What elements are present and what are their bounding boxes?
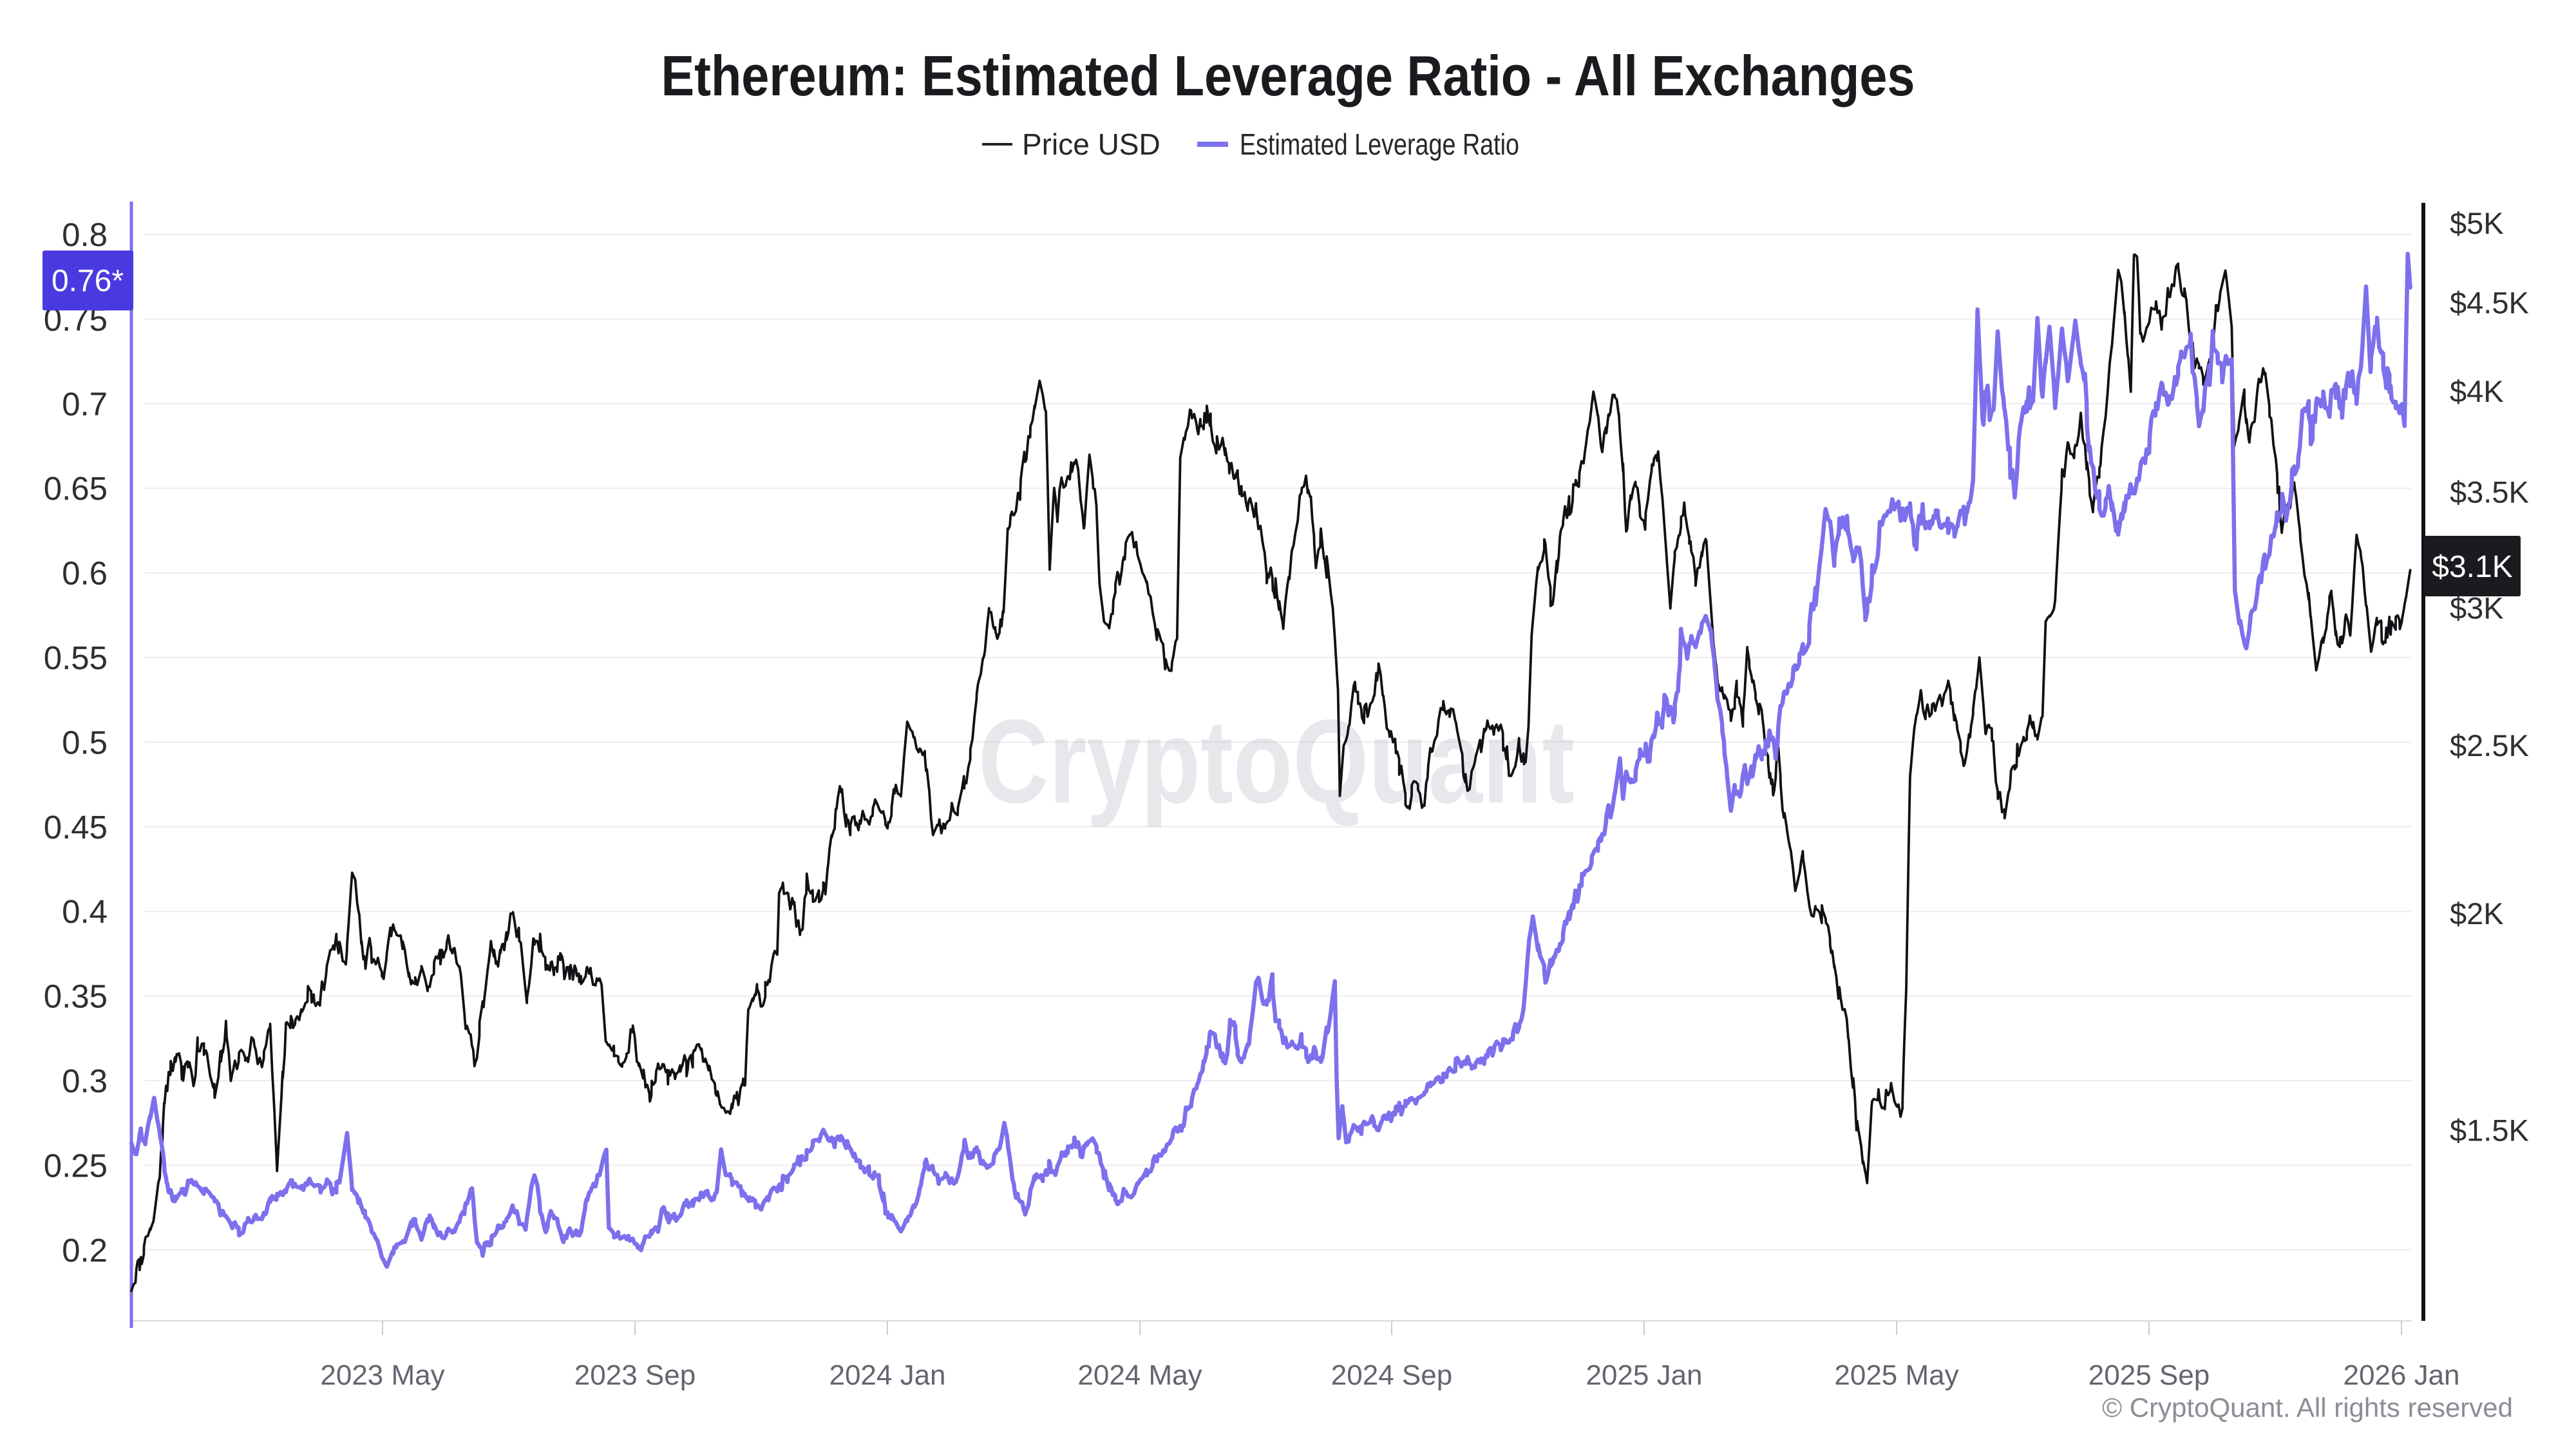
svg-text:0.2: 0.2 xyxy=(62,1232,108,1269)
svg-text:2023 Sep: 2023 Sep xyxy=(574,1359,696,1391)
svg-text:0.55: 0.55 xyxy=(44,639,108,676)
svg-text:2024 May: 2024 May xyxy=(1077,1359,1202,1391)
svg-text:2023 May: 2023 May xyxy=(320,1359,444,1391)
svg-text:0.7: 0.7 xyxy=(62,386,108,422)
svg-text:$2.5K: $2.5K xyxy=(2450,728,2529,762)
svg-text:© CryptoQuant. All rights rese: © CryptoQuant. All rights reserved xyxy=(2102,1392,2513,1423)
svg-text:$3K: $3K xyxy=(2450,591,2504,625)
svg-text:$3.1K: $3.1K xyxy=(2432,550,2512,584)
svg-text:2026 Jan: 2026 Jan xyxy=(2343,1359,2459,1391)
svg-text:0.5: 0.5 xyxy=(62,724,108,761)
svg-text:$4K: $4K xyxy=(2450,374,2504,408)
svg-text:Ethereum: Estimated Leverage R: Ethereum: Estimated Leverage Ratio - All… xyxy=(661,44,1915,108)
svg-text:$3.5K: $3.5K xyxy=(2450,475,2529,509)
svg-text:0.45: 0.45 xyxy=(44,809,108,846)
svg-text:$2K: $2K xyxy=(2450,896,2504,931)
svg-text:0.3: 0.3 xyxy=(62,1063,108,1099)
svg-text:0.65: 0.65 xyxy=(44,470,108,507)
svg-text:2025 Sep: 2025 Sep xyxy=(2088,1359,2210,1391)
svg-text:$4.5K: $4.5K xyxy=(2450,285,2529,319)
svg-text:0.76*: 0.76* xyxy=(52,264,124,298)
svg-text:0.8: 0.8 xyxy=(62,216,108,253)
svg-text:Price USD: Price USD xyxy=(1022,128,1160,161)
svg-text:$1.5K: $1.5K xyxy=(2450,1113,2529,1148)
svg-text:0.25: 0.25 xyxy=(44,1147,108,1184)
svg-text:Estimated Leverage Ratio: Estimated Leverage Ratio xyxy=(1240,128,1519,161)
svg-text:0.35: 0.35 xyxy=(44,978,108,1015)
svg-text:2025 May: 2025 May xyxy=(1834,1359,1958,1391)
svg-text:2024 Jan: 2024 Jan xyxy=(829,1359,945,1391)
svg-text:2024 Sep: 2024 Sep xyxy=(1331,1359,1452,1391)
svg-text:0.6: 0.6 xyxy=(62,555,108,592)
svg-text:CryptoQuant: CryptoQuant xyxy=(978,696,1575,828)
svg-text:0.4: 0.4 xyxy=(62,893,108,930)
svg-text:2025 Jan: 2025 Jan xyxy=(1586,1359,1702,1391)
svg-text:$5K: $5K xyxy=(2450,206,2504,240)
